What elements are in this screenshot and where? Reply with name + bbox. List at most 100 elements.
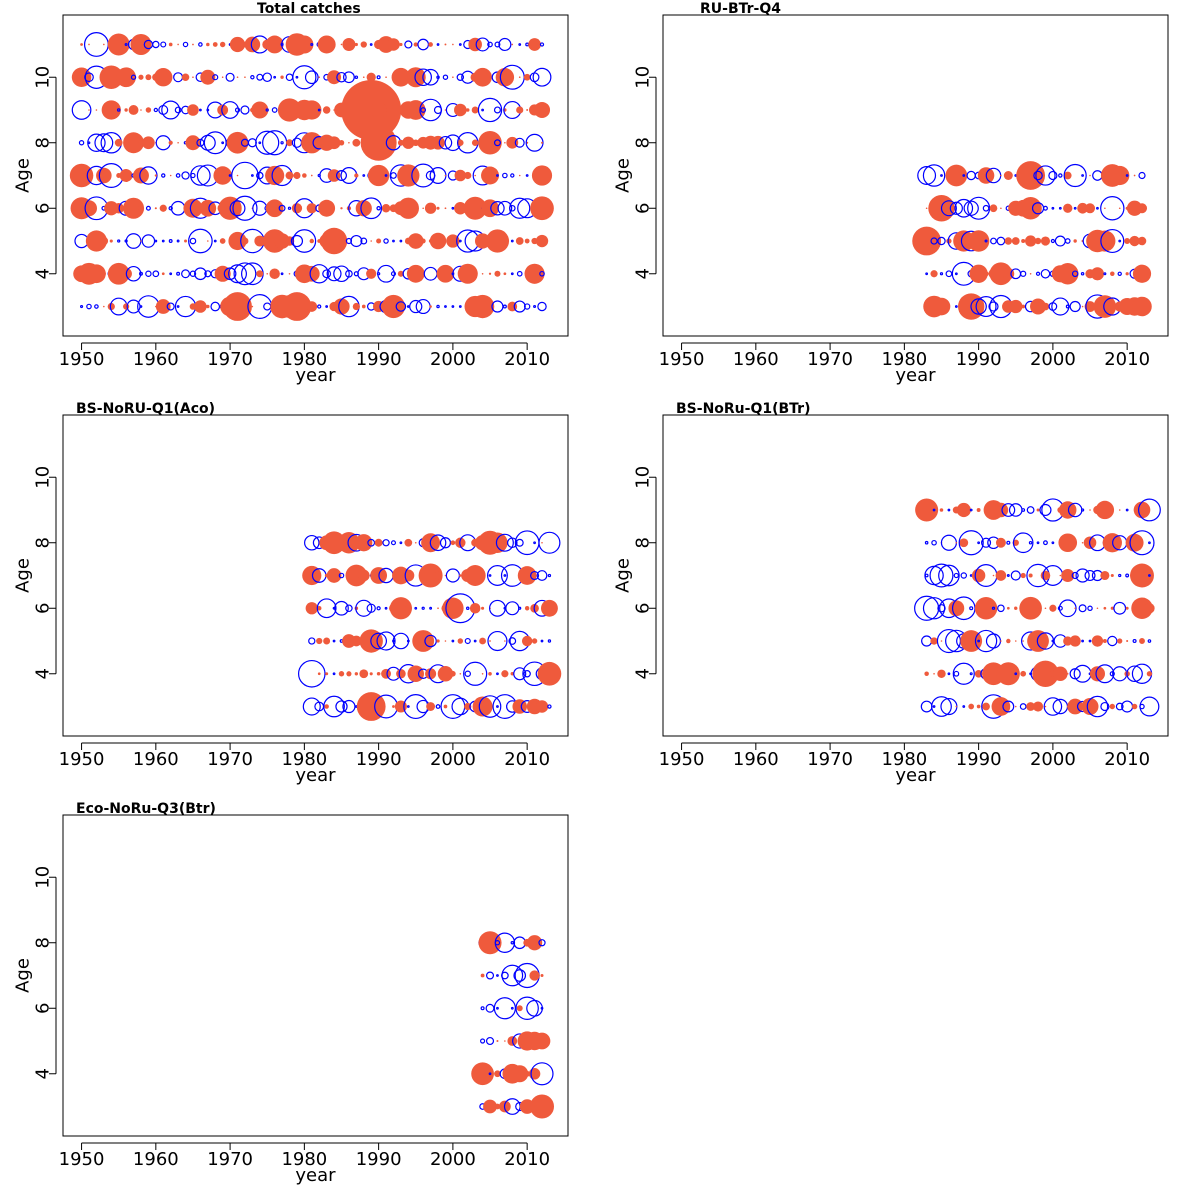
negative-residual-bubble <box>513 667 527 681</box>
positive-residual-bubble <box>956 502 971 518</box>
negative-residual-bubble <box>1043 697 1063 716</box>
positive-residual-bubble <box>123 303 130 310</box>
panel-title: Eco-NoRu-Q3(Btr) <box>76 801 216 817</box>
positive-residual-bubble <box>933 672 935 675</box>
negative-residual-bubble <box>345 604 353 613</box>
negative-residual-bubble <box>451 305 455 308</box>
positive-residual-bubble <box>422 272 424 275</box>
negative-residual-bubble <box>141 234 156 248</box>
positive-residual-bubble <box>107 33 130 56</box>
negative-residual-bubble <box>985 633 1002 649</box>
negative-residual-bubble <box>166 302 175 311</box>
positive-residual-bubble <box>533 101 551 119</box>
negative-residual-bubble <box>424 634 437 648</box>
positive-residual-bubble <box>213 166 232 185</box>
positive-residual-bubble <box>1059 574 1062 577</box>
negative-residual-bubble <box>390 172 397 179</box>
positive-residual-bubble <box>302 565 322 586</box>
positive-residual-bubble <box>155 299 171 314</box>
positive-residual-bubble <box>1104 207 1106 210</box>
negative-residual-bubble <box>451 639 455 643</box>
positive-residual-bubble <box>387 38 400 51</box>
positive-residual-bubble <box>517 566 537 585</box>
positive-residual-bubble <box>1125 533 1144 552</box>
positive-residual-bubble <box>302 173 307 178</box>
positive-residual-bubble <box>333 207 335 210</box>
negative-residual-bubble <box>1001 503 1016 517</box>
negative-residual-bubble <box>309 264 329 284</box>
negative-residual-bubble <box>1035 271 1041 276</box>
positive-residual-bubble <box>1000 640 1002 642</box>
positive-residual-bubble <box>384 108 388 112</box>
x-tick-label: 1970 <box>207 1149 253 1170</box>
negative-residual-bubble <box>256 73 264 81</box>
positive-residual-bubble <box>541 141 543 144</box>
positive-residual-bubble <box>481 199 499 218</box>
positive-residual-bubble <box>154 68 173 87</box>
negative-residual-bubble <box>198 108 202 112</box>
negative-residual-bubble <box>336 71 347 83</box>
positive-residual-bubble <box>1044 607 1047 610</box>
positive-residual-bubble <box>104 201 119 216</box>
positive-residual-bubble <box>478 931 502 955</box>
positive-residual-bubble <box>338 671 345 677</box>
negative-residual-bubble <box>996 236 1006 246</box>
positive-residual-bubble <box>391 108 396 112</box>
negative-residual-bubble <box>1075 568 1090 583</box>
negative-residual-bubble <box>429 606 433 610</box>
plot-frame <box>662 414 1169 737</box>
positive-residual-bubble <box>130 33 152 56</box>
negative-residual-bubble <box>1118 239 1122 243</box>
x-tick-label: 2010 <box>504 1149 550 1170</box>
negative-residual-bubble <box>376 75 381 80</box>
y-tick-label: 6 <box>633 203 654 214</box>
negative-residual-bubble <box>914 595 940 621</box>
negative-residual-bubble <box>1084 569 1096 582</box>
positive-residual-bubble <box>524 606 530 611</box>
negative-residual-bubble <box>533 541 536 545</box>
positive-residual-bubble <box>1000 207 1002 210</box>
negative-residual-bubble <box>139 305 143 308</box>
negative-residual-bubble <box>326 266 342 282</box>
positive-residual-bubble <box>370 240 372 242</box>
positive-residual-bubble <box>124 108 128 112</box>
positive-residual-bubble <box>976 704 981 709</box>
positive-residual-bubble <box>348 141 350 144</box>
positive-residual-bubble <box>474 233 491 249</box>
positive-residual-bubble <box>373 300 385 313</box>
positive-residual-bubble <box>251 101 269 119</box>
positive-residual-bubble <box>468 37 482 52</box>
positive-residual-bubble <box>346 671 352 677</box>
panel-4: BS-NoRu-Q1(BTr) 1950 1960 1970 1980 1990 2000 2… <box>613 401 1169 786</box>
positive-residual-bubble <box>464 565 486 586</box>
negative-residual-bubble <box>355 599 373 617</box>
positive-residual-bubble <box>494 1103 501 1110</box>
negative-residual-bubble <box>292 229 317 253</box>
positive-residual-bubble <box>1022 640 1024 642</box>
negative-residual-bubble <box>1125 174 1129 177</box>
positive-residual-bubble <box>969 264 988 283</box>
positive-residual-bubble <box>1014 640 1017 642</box>
positive-residual-bubble <box>116 67 136 88</box>
negative-residual-bubble <box>1117 271 1122 276</box>
y-tick-label: 10 <box>633 66 654 89</box>
negative-residual-bubble <box>152 270 160 278</box>
negative-residual-bubble <box>190 172 196 179</box>
negative-residual-bubble <box>530 570 540 581</box>
positive-residual-bubble <box>219 41 226 48</box>
negative-residual-bubble <box>925 272 929 276</box>
positive-residual-bubble <box>402 136 415 149</box>
positive-residual-bubble <box>465 108 470 112</box>
negative-residual-bubble <box>488 574 492 577</box>
positive-residual-bubble <box>444 640 447 642</box>
positive-residual-bubble <box>540 599 558 617</box>
negative-residual-bubble <box>175 173 181 178</box>
positive-residual-bubble <box>338 139 345 146</box>
positive-residual-bubble <box>494 270 501 277</box>
positive-residual-bubble <box>69 163 94 188</box>
negative-residual-bubble <box>465 606 470 611</box>
positive-residual-bubble <box>1049 604 1057 612</box>
negative-residual-bubble <box>1071 270 1079 278</box>
negative-residual-bubble <box>190 165 211 186</box>
